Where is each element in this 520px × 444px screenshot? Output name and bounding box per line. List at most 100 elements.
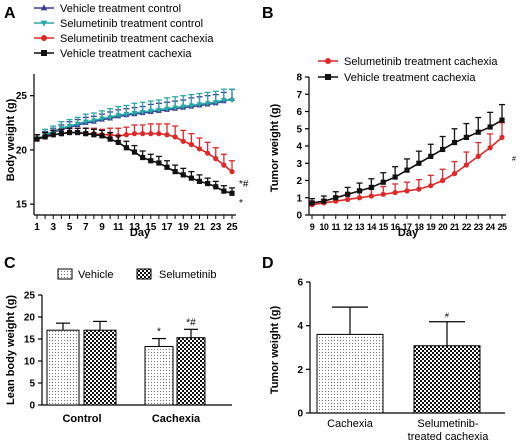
panel-b-x-tick-label: 25 <box>497 222 507 232</box>
panel-a-data-point <box>42 134 48 140</box>
panel-a-x-tick-label: 25 <box>226 222 238 233</box>
panel-a-data-point <box>188 103 195 109</box>
panel-b-data-point <box>309 200 315 206</box>
panel-c-legend-label: Selumetinib <box>159 269 216 281</box>
panel-d-category-label: treated cachexia <box>408 431 490 443</box>
panel-b-data-point <box>487 145 493 151</box>
panel-a-data-point <box>131 110 138 117</box>
panel-a-data-point <box>131 149 138 155</box>
panel-a-data-point <box>140 131 146 137</box>
panel-d-bar-chart: Tumor weight (g) 0 2 4 6 # Cachexia Selumetini… <box>269 278 505 443</box>
panel-a-data-point <box>91 132 97 138</box>
panel-b-x-tick-label: 22 <box>462 222 472 232</box>
panel-a-data-point <box>188 175 194 181</box>
panel-b-x-axis-title: Day <box>398 227 419 239</box>
panel-b-data-point <box>499 134 505 140</box>
panel-b-x-tick-label: 11 <box>331 222 340 232</box>
panel-b-x-tick-label: 9 <box>310 222 315 232</box>
panel-b-data-point <box>499 117 505 123</box>
panel-b-line-chart: Tumor weight (g) Day Selumetinib treatme… <box>269 56 516 239</box>
panel-b-data-point <box>333 195 339 201</box>
panel-a-x-tick-label: 17 <box>161 222 173 233</box>
panel-a-data-point <box>66 123 73 130</box>
panel-c-bar <box>176 337 206 406</box>
panel-a-legend: Vehicle treatment control Selumetinib tre… <box>34 3 214 60</box>
panel-a-data-point <box>74 121 81 128</box>
panel-a-data-point <box>164 132 170 138</box>
panel-a-data-point <box>172 105 178 111</box>
panel-a-data-point <box>156 160 162 166</box>
panel-b-y-tick-label: 7 <box>296 90 302 101</box>
panel-a-data-point <box>196 102 203 108</box>
panel-a-x-tick-label: 1 <box>34 222 40 233</box>
panel-a-annotation-vehicle-cachexia: * <box>239 198 243 209</box>
panel-c-annotation: * <box>157 327 161 338</box>
panel-a-data-point <box>229 97 235 104</box>
panel-b-y-tick-label: 4 <box>296 142 302 153</box>
panel-a-data-point <box>148 131 154 137</box>
panel-a-series-line <box>36 131 233 195</box>
panel-c-legend-swatch <box>136 268 152 280</box>
panel-b-data-point <box>475 129 481 135</box>
panel-b-legend-label: Selumetinib treatment cachexia <box>344 56 498 68</box>
panel-a-legend-label: Selumetinib treatment control <box>60 18 203 30</box>
panel-a-data-point <box>123 112 130 118</box>
panel-a-data-point <box>205 150 211 156</box>
panel-a-data-point <box>91 118 97 124</box>
panel-b-y-tick-label: 6 <box>296 107 302 118</box>
panel-b-y-tick-label: 3 <box>296 159 302 170</box>
panel-a-data-point <box>213 156 219 162</box>
panel-a-data-point <box>123 145 129 151</box>
panel-c-bar <box>144 345 174 406</box>
panel-d-category-label: Cachexia <box>327 418 374 430</box>
panel-a-x-tick-label: 9 <box>99 222 105 233</box>
panel-c-legend-label: Vehicle <box>78 269 113 281</box>
panel-d-y-tick-label: 0 <box>297 409 303 420</box>
panel-a-x-tick-label: 5 <box>67 222 73 233</box>
panel-a-data-point <box>107 136 113 142</box>
panel-a-x-tick-label: 7 <box>83 222 89 233</box>
panel-c-plot-area: 0 5 10 15 20 25 * *# Control Cachexia <box>24 291 232 425</box>
panel-a-data-point <box>99 133 105 139</box>
panel-c-y-axis-title: Lean body weight (g) <box>5 295 17 405</box>
panel-b-data-point <box>475 153 481 159</box>
panel-a-y-tick-label: 20 <box>16 145 28 156</box>
panel-b-x-tick-label: 21 <box>450 222 460 232</box>
panel-a-data-point <box>50 132 56 138</box>
panel-b-data-point <box>463 162 469 168</box>
panel-a-y-tick-label: 25 <box>16 91 28 102</box>
panel-b-x-tick-label: 20 <box>438 222 448 232</box>
panel-a-data-point <box>58 131 64 137</box>
panel-a-x-tick-label: 11 <box>113 222 124 233</box>
panel-b-data-point <box>380 179 386 185</box>
panel-b-x-tick-label: 19 <box>426 222 436 232</box>
panel-a-x-tick-label: 19 <box>178 222 190 233</box>
panel-c-y-tick-label: 15 <box>24 335 36 346</box>
panel-a-data-point <box>172 169 178 175</box>
panel-a-data-point <box>34 136 40 142</box>
panel-a-series-3 <box>34 127 235 196</box>
panel-d-category-label: Selumetinib- <box>417 418 478 430</box>
panel-a-x-tick-label: 3 <box>50 222 56 233</box>
panel-a-legend-marker <box>40 20 48 27</box>
panel-b-data-point <box>392 189 398 196</box>
panel-letter-b: B <box>262 5 274 22</box>
panel-a-data-point <box>229 169 235 175</box>
panel-a-legend-marker <box>41 35 47 41</box>
panel-a-data-point <box>188 141 194 148</box>
panel-b-y-tick-label: 0 <box>296 211 302 222</box>
panel-b-y-tick-label: 8 <box>296 73 302 84</box>
panel-c-bar <box>46 329 80 406</box>
panel-c-y-tick-label: 20 <box>24 313 36 324</box>
panel-b-data-point <box>451 171 458 177</box>
panel-b-data-point <box>356 195 363 201</box>
panel-a-y-tick-label: 15 <box>16 200 28 211</box>
panel-d-y-tick-label: 4 <box>297 321 303 332</box>
panel-a-y-axis-title: Body weight (g) <box>5 98 17 181</box>
panel-b-x-tick-label: 16 <box>391 222 401 232</box>
panel-b-data-point <box>345 196 351 203</box>
panel-b-data-point <box>392 174 398 180</box>
panel-a-data-point <box>213 184 219 190</box>
